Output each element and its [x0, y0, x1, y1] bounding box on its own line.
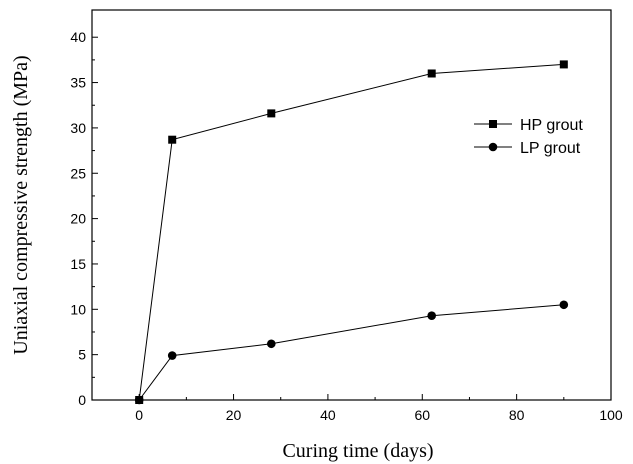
y-tick-label: 0 — [78, 392, 86, 408]
x-axis-title: Curing time (days) — [282, 440, 433, 462]
y-tick-label: 35 — [70, 75, 86, 91]
y-tick-label: 20 — [70, 211, 86, 227]
y-tick-label: 5 — [78, 347, 86, 363]
legend-label-hp: HP grout — [520, 117, 583, 134]
x-tick-label: 20 — [226, 407, 242, 423]
plot-frame — [91, 9, 612, 401]
x-tick-label: 60 — [414, 407, 430, 423]
hp-data-point — [267, 109, 276, 118]
x-tick-label: 0 — [135, 407, 143, 423]
x-tick-label: 80 — [509, 407, 525, 423]
lp-series-line — [138, 304, 564, 401]
lp-data-point — [427, 311, 437, 320]
legend-label-lp: LP grout — [520, 140, 581, 157]
x-axis-ticks: 0 20 40 60 80 100 — [91, 394, 623, 423]
y-axis-title: Uniaxial compressive strength (MPa) — [10, 55, 32, 354]
y-tick-label: 30 — [70, 120, 86, 136]
legend-marker-lp — [488, 142, 498, 152]
y-tick-label: 10 — [70, 301, 86, 317]
series-layer — [134, 60, 569, 405]
hp-data-point — [559, 60, 568, 69]
x-tick-label: 40 — [320, 407, 336, 423]
lp-data-point — [167, 351, 177, 360]
lp-data-point — [266, 339, 276, 349]
hp-data-point — [427, 69, 436, 78]
y-tick-label: 15 — [70, 256, 86, 272]
lp-data-point — [559, 300, 569, 310]
lp-data-point — [134, 395, 144, 405]
legend-marker-hp — [489, 120, 497, 128]
y-tick-label: 40 — [70, 29, 86, 45]
legend: HP grout LP grout — [474, 117, 583, 157]
hp-data-point — [168, 135, 177, 144]
x-tick-label: 100 — [599, 407, 623, 423]
y-tick-label: 25 — [70, 165, 86, 181]
y-axis-ticks: 0 5 10 15 20 25 30 35 40 — [70, 29, 98, 408]
hp-series-line — [138, 63, 564, 401]
